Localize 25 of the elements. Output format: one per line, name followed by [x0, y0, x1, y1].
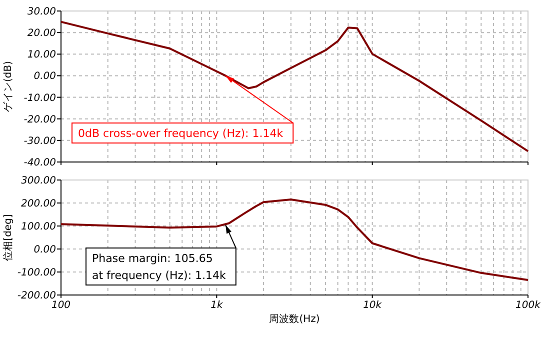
x-tick-label: 100k — [516, 300, 542, 311]
y-tick-label: -40.00 — [24, 158, 56, 168]
x-tick-label: 10k — [363, 300, 383, 311]
y-tick-label: 300.00 — [21, 176, 56, 186]
annotation: 0dB cross-over frequency (Hz): 1.14k — [72, 122, 294, 144]
y-axis-title: ゲイン(dB) — [3, 60, 14, 112]
annotation: Phase margin: 105.65 at frequency (Hz): 1.14k — [92, 252, 227, 282]
y-tick-label: -30.00 — [24, 136, 56, 147]
y-tick-label: 0.00 — [34, 71, 56, 82]
y-axis-title: 位相[deg] — [2, 214, 14, 261]
x-tick-label: 100 — [51, 300, 71, 311]
y-tick-label: 30.00 — [27, 6, 56, 18]
y-tick-label: 0.00 — [34, 244, 56, 256]
annotation: 0dB cross-over frequency (Hz): 1.14k — [78, 127, 284, 140]
y-tick-label: -10.00 — [24, 92, 56, 104]
y-tick-label: -100.00 — [17, 268, 56, 278]
x-axis-title: 周波数(Hz) — [269, 313, 320, 325]
y-tick-label: 10.00 — [27, 50, 56, 61]
y-tick-label: 200.00 — [21, 198, 56, 210]
x-tick-label: 1k — [210, 300, 224, 311]
annotation: Phase margin: 105.65 at frequency (Hz): 1.14k — [86, 248, 236, 286]
y-tick-label: 20.00 — [27, 28, 56, 40]
y-tick-label: -200.00 — [17, 290, 56, 302]
y-tick-label: 100.00 — [21, 222, 56, 232]
y-tick-label: -20.00 — [24, 114, 56, 126]
